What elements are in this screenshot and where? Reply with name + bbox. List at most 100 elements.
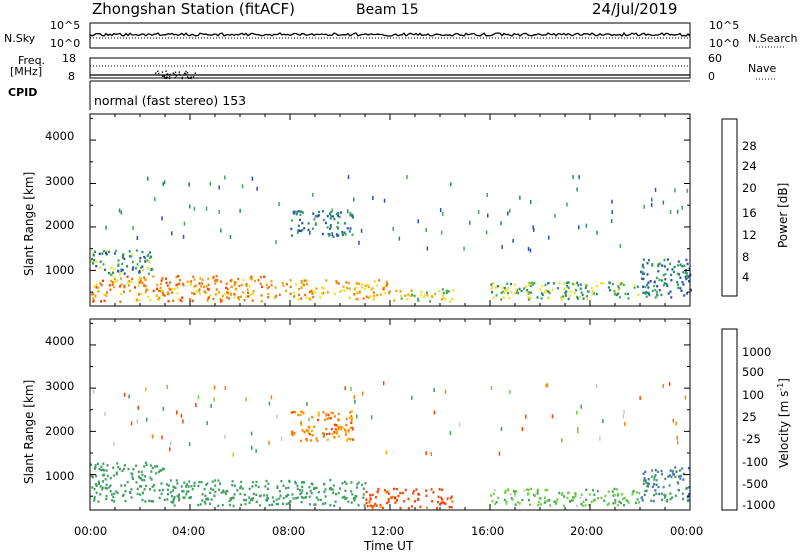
power-cell — [376, 294, 379, 297]
power-ylabel: Slant Range [km] — [22, 171, 36, 276]
velocity-cell — [136, 492, 139, 496]
velocity-cell — [213, 494, 216, 497]
power-cell — [609, 289, 611, 292]
power-cell — [526, 289, 529, 292]
velocity-cell — [425, 489, 428, 492]
power-cell — [528, 281, 531, 285]
power-cell — [266, 287, 269, 290]
power-cell — [364, 284, 367, 288]
velocity-cell — [631, 493, 634, 496]
freq-dot — [192, 76, 195, 78]
velocity-cell — [458, 422, 461, 427]
velocity-cell — [537, 504, 540, 507]
velocity-cell — [315, 486, 318, 489]
velocity-cell — [498, 451, 501, 456]
velocity-cell — [259, 494, 262, 497]
velocity-cell — [332, 491, 335, 495]
velocity-cell — [220, 491, 223, 494]
velocity-cell — [674, 466, 677, 469]
power-cell — [214, 293, 217, 296]
velocity-cell — [309, 489, 312, 493]
velocity-cell — [494, 502, 497, 506]
power-cell — [533, 281, 536, 285]
velocity-cell — [330, 411, 333, 414]
velocity-cell — [314, 503, 317, 506]
velocity-cell — [149, 488, 151, 491]
power-cell — [496, 285, 499, 288]
velocity-cell — [415, 488, 418, 491]
power-cell — [298, 293, 301, 296]
power-cell — [197, 290, 200, 293]
velocity-cell — [582, 500, 585, 503]
velocity-cell — [149, 464, 152, 467]
power-cell — [146, 254, 149, 257]
power-cell — [158, 289, 160, 292]
power-cell — [245, 295, 248, 298]
power-cell — [492, 296, 495, 299]
velocity-cell — [345, 482, 348, 485]
power-cell — [207, 297, 210, 300]
power-cell — [93, 259, 96, 262]
power-cell — [581, 293, 584, 297]
power-cell — [684, 275, 687, 279]
power-cell — [663, 258, 666, 262]
power-cell — [199, 292, 202, 295]
velocity-cell — [632, 490, 635, 493]
velocity-cell — [348, 416, 351, 419]
velocity-cell — [667, 475, 670, 478]
power-cell — [189, 283, 192, 286]
power-cell — [142, 269, 144, 272]
velocity-cell — [671, 469, 674, 473]
power-cell — [560, 297, 563, 300]
velocity-cell — [101, 486, 104, 489]
power-cell — [172, 299, 175, 302]
power-cell — [369, 295, 372, 298]
nsky-label: N.Sky — [4, 32, 36, 45]
velocity-cell — [361, 483, 364, 487]
power-cell — [325, 221, 327, 225]
power-cell — [348, 230, 351, 233]
power-cell — [669, 262, 671, 266]
velocity-cell — [240, 480, 243, 484]
power-cell — [181, 296, 184, 299]
power-cell — [204, 291, 207, 294]
power-cell — [182, 282, 184, 286]
power-cell — [238, 284, 241, 288]
power-cell — [296, 231, 299, 234]
velocity-cell — [97, 500, 100, 503]
power-cell — [303, 227, 306, 230]
power-cell — [300, 210, 302, 213]
velocity-cell — [592, 489, 595, 492]
velocity-cell — [611, 490, 614, 493]
freq-dot — [168, 76, 171, 78]
velocity-cell — [187, 485, 190, 488]
power-cell — [166, 284, 169, 287]
velocity-cell — [212, 488, 215, 492]
power-cell — [340, 289, 343, 292]
velocity-cell — [671, 496, 674, 499]
velocity-cell — [585, 488, 588, 491]
velocity-cell — [166, 498, 169, 501]
velocity-cell — [290, 411, 293, 414]
velocity-cell — [160, 469, 163, 472]
power-cell — [567, 286, 570, 290]
power-cell — [413, 294, 416, 297]
velocity-cell — [203, 500, 206, 504]
velocity-cell — [391, 495, 394, 499]
power-cell — [566, 290, 569, 293]
power-cell — [176, 286, 179, 289]
velocity-cell — [325, 427, 328, 431]
velocity-cell — [303, 431, 306, 434]
velocity-cell — [282, 502, 284, 505]
velocity-cell — [563, 495, 566, 498]
power-cell — [226, 292, 229, 295]
power-cell — [112, 285, 115, 289]
power-cell — [336, 213, 339, 216]
power-cell — [162, 182, 164, 187]
freq-dot — [155, 72, 157, 74]
velocity-cell — [448, 505, 451, 509]
velocity-cell — [677, 440, 679, 445]
power-cell — [644, 291, 647, 294]
power-cell — [139, 260, 142, 263]
power-cell — [230, 285, 233, 289]
